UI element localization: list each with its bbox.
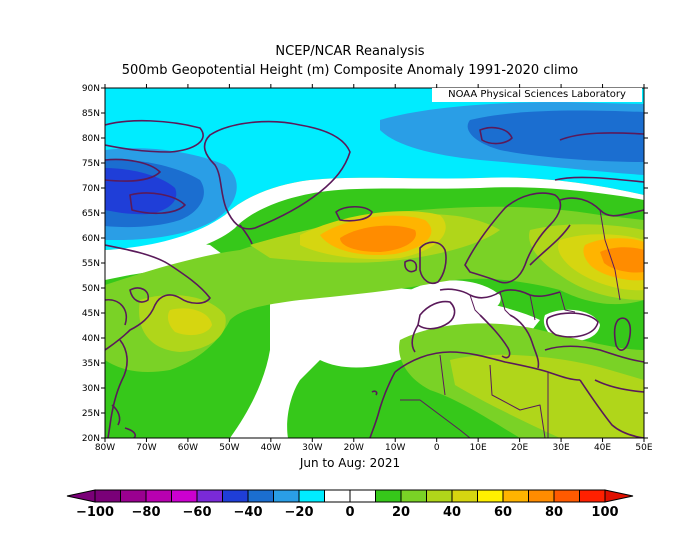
coastlines bbox=[105, 119, 644, 438]
colorbar-swatch bbox=[553, 489, 580, 503]
colorbar-label: 100 bbox=[591, 505, 618, 520]
lon-tick-label: 20W bbox=[344, 443, 364, 453]
colorbar-label: 40 bbox=[443, 505, 461, 520]
lat-tick-label: 80N bbox=[82, 134, 100, 144]
colorbar-min-arrow bbox=[66, 489, 96, 503]
colorbar-label: 80 bbox=[545, 505, 563, 520]
lon-tick-label: 60W bbox=[178, 443, 198, 453]
colorbar-label: −60 bbox=[183, 505, 212, 520]
lon-tick-label: 40W bbox=[261, 443, 281, 453]
colorbar-swatch bbox=[222, 489, 249, 503]
credit-label: NOAA Physical Sciences Laboratory bbox=[432, 88, 642, 102]
colorbar-swatch bbox=[400, 489, 427, 503]
lon-tick-label: 30W bbox=[302, 443, 322, 453]
lat-tick-label: 65N bbox=[82, 209, 100, 219]
lon-tick-label: 20E bbox=[511, 443, 528, 453]
colorbar-swatch bbox=[273, 489, 300, 503]
colorbar-swatch bbox=[375, 489, 402, 503]
colorbar-label: −20 bbox=[285, 505, 314, 520]
map-subtitle: 500mb Geopotential Height (m) Composite … bbox=[121, 63, 579, 78]
colorbar-swatch bbox=[196, 489, 223, 503]
lat-tick-label: 45N bbox=[82, 309, 100, 319]
lon-tick-label: 50E bbox=[635, 443, 652, 453]
colorbar-label: −40 bbox=[234, 505, 263, 520]
lat-tick-label: 25N bbox=[82, 409, 100, 419]
lon-tick-label: 10E bbox=[470, 443, 487, 453]
lon-tick-label: 80W bbox=[95, 443, 115, 453]
colorbar-swatch bbox=[171, 489, 198, 503]
lon-tick-label: 50W bbox=[219, 443, 239, 453]
colorbar-swatch bbox=[349, 489, 376, 503]
lat-tick-label: 55N bbox=[82, 259, 100, 269]
longitude-axis: 80W 70W 60W 50W 40W 30W 20W 10W 0 10E 20E 30E 40E 50E bbox=[95, 84, 653, 453]
colorbar-swatch bbox=[94, 489, 121, 503]
lat-tick-label: 75N bbox=[82, 159, 100, 169]
colorbar-swatch bbox=[298, 489, 325, 503]
colorbar-swatch bbox=[145, 489, 172, 503]
colorbar-swatch bbox=[477, 489, 504, 503]
anomaly-field bbox=[105, 88, 644, 438]
latitude-axis: 90N 85N 80N 75N 70N 65N 60N 55N 50N 45N 40N 35N 30N 2… bbox=[82, 84, 648, 444]
colorbar-swatch bbox=[247, 489, 274, 503]
lat-tick-label: 85N bbox=[82, 109, 100, 119]
lon-tick-label: 70W bbox=[136, 443, 156, 453]
lat-tick-label: 50N bbox=[82, 284, 100, 294]
colorbar-max-arrow bbox=[604, 489, 634, 503]
colorbar-swatch bbox=[451, 489, 478, 503]
colorbar-swatch bbox=[426, 489, 453, 503]
lon-tick-label: 40E bbox=[594, 443, 611, 453]
colorbar-swatch bbox=[528, 489, 555, 503]
colorbar-swatch bbox=[324, 489, 351, 503]
period-label: Jun to Aug: 2021 bbox=[299, 456, 401, 470]
lat-tick-label: 40N bbox=[82, 334, 100, 344]
lon-tick-label: 0 bbox=[434, 443, 440, 453]
lat-tick-label: 60N bbox=[82, 234, 100, 244]
map-title: NCEP/NCAR Reanalysis bbox=[275, 44, 425, 59]
colorbar-swatch bbox=[502, 489, 529, 503]
colorbar-swatch bbox=[579, 489, 606, 503]
colorbar-label: 20 bbox=[392, 505, 410, 520]
colorbar-label: −100 bbox=[76, 505, 114, 520]
colorbar-label: 0 bbox=[345, 505, 354, 520]
lat-tick-label: 30N bbox=[82, 384, 100, 394]
colorbar-label: −80 bbox=[132, 505, 161, 520]
colorbar-swatch bbox=[120, 489, 147, 503]
lon-tick-label: 10W bbox=[385, 443, 405, 453]
colorbar: −100 −80 −60 −40 −20 0 20 40 60 80 100 bbox=[66, 489, 634, 520]
lat-tick-label: 35N bbox=[82, 359, 100, 369]
lat-tick-label: 70N bbox=[82, 184, 100, 194]
colorbar-label: 60 bbox=[494, 505, 512, 520]
lat-tick-label: 20N bbox=[82, 434, 100, 444]
lat-tick-label: 90N bbox=[82, 84, 100, 94]
lon-tick-label: 30E bbox=[553, 443, 570, 453]
